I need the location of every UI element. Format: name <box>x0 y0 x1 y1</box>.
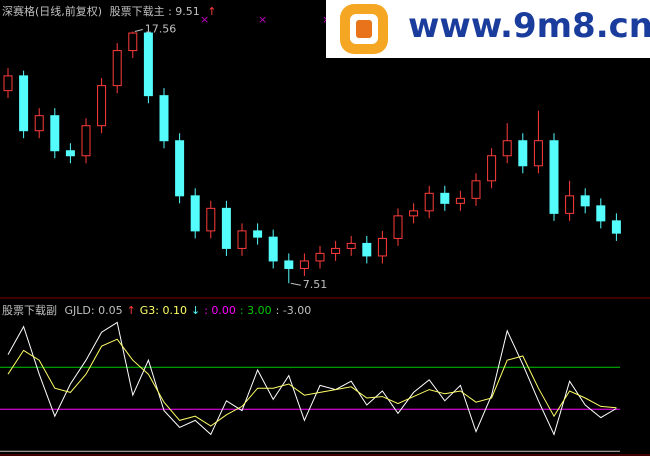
candle-body <box>580 195 590 207</box>
candle-body <box>471 180 481 199</box>
legend-arrow: ↑ <box>126 304 136 317</box>
series-line <box>7 338 617 427</box>
candle-body <box>65 150 75 157</box>
candle-body <box>611 220 621 234</box>
candle-body <box>596 205 606 222</box>
main-title: 深赛格(日线,前复权) <box>2 5 103 18</box>
candle-body <box>34 115 44 132</box>
candle-body <box>268 236 278 262</box>
reference-label: : 3.00 <box>239 304 272 317</box>
annotation-arrow <box>134 29 143 33</box>
candle-body <box>50 115 60 152</box>
candle-body <box>409 210 419 217</box>
candle-body <box>112 50 122 87</box>
candle-body <box>455 197 465 204</box>
sub-title: 股票下载副 <box>2 304 57 317</box>
candle-body <box>565 195 575 214</box>
candle-body <box>487 155 497 182</box>
candle-body <box>19 75 29 132</box>
candle-body <box>143 32 153 97</box>
legend-label: G3: 0.10 <box>139 304 187 317</box>
candle-body <box>159 95 169 142</box>
candle-body <box>362 242 372 257</box>
candle-body <box>206 207 216 232</box>
annotation: 7.51 <box>303 278 328 291</box>
candle-body <box>190 195 200 232</box>
candle-body <box>128 32 138 52</box>
series-line <box>7 321 617 436</box>
arrow: ↑ <box>207 5 217 18</box>
svg-text:×: × <box>200 13 209 26</box>
legend-label: GJLD: 0.05 <box>64 304 123 317</box>
candle-body <box>237 230 247 249</box>
annotation-arrow <box>290 282 301 286</box>
watermark-text: www.9m8.cn <box>408 6 650 46</box>
candle-body <box>175 140 185 197</box>
candle-body <box>284 260 294 269</box>
logo <box>340 4 388 54</box>
svg-text:×: × <box>258 13 267 26</box>
candle-body <box>549 140 559 214</box>
candle-body <box>331 247 341 254</box>
candle-body <box>393 215 403 239</box>
indicator-label: 股票下载主 : 9.51 <box>109 5 200 18</box>
candle-body <box>518 140 528 167</box>
legend-arrow: ↓ <box>191 304 201 317</box>
candle-body <box>81 125 91 157</box>
candle-body <box>440 192 450 204</box>
reference-label: : 0.00 <box>204 304 236 317</box>
annotation: 17.56 <box>145 23 177 36</box>
candle-body <box>377 237 387 257</box>
candle-body <box>533 140 543 167</box>
candle-body <box>253 230 263 238</box>
candle-body <box>97 85 107 127</box>
candle-body <box>221 207 231 249</box>
candle-body <box>315 252 325 262</box>
candle-body <box>3 75 13 92</box>
sub-header: 股票下载副 GJLD: 0.05 ↑ G3: 0.10 ↓: 0.00: 3.00: … <box>2 302 315 318</box>
candle-body <box>502 140 512 157</box>
watermark-box: www.9m8.cn <box>326 0 650 58</box>
main-header: 深赛格(日线,前复权) 股票下载主 : 9.51 ↑ <box>2 3 221 19</box>
reference-label: : -3.00 <box>275 304 312 317</box>
candle-body <box>424 192 434 212</box>
candle-body <box>346 242 356 249</box>
candle-body <box>299 260 309 269</box>
